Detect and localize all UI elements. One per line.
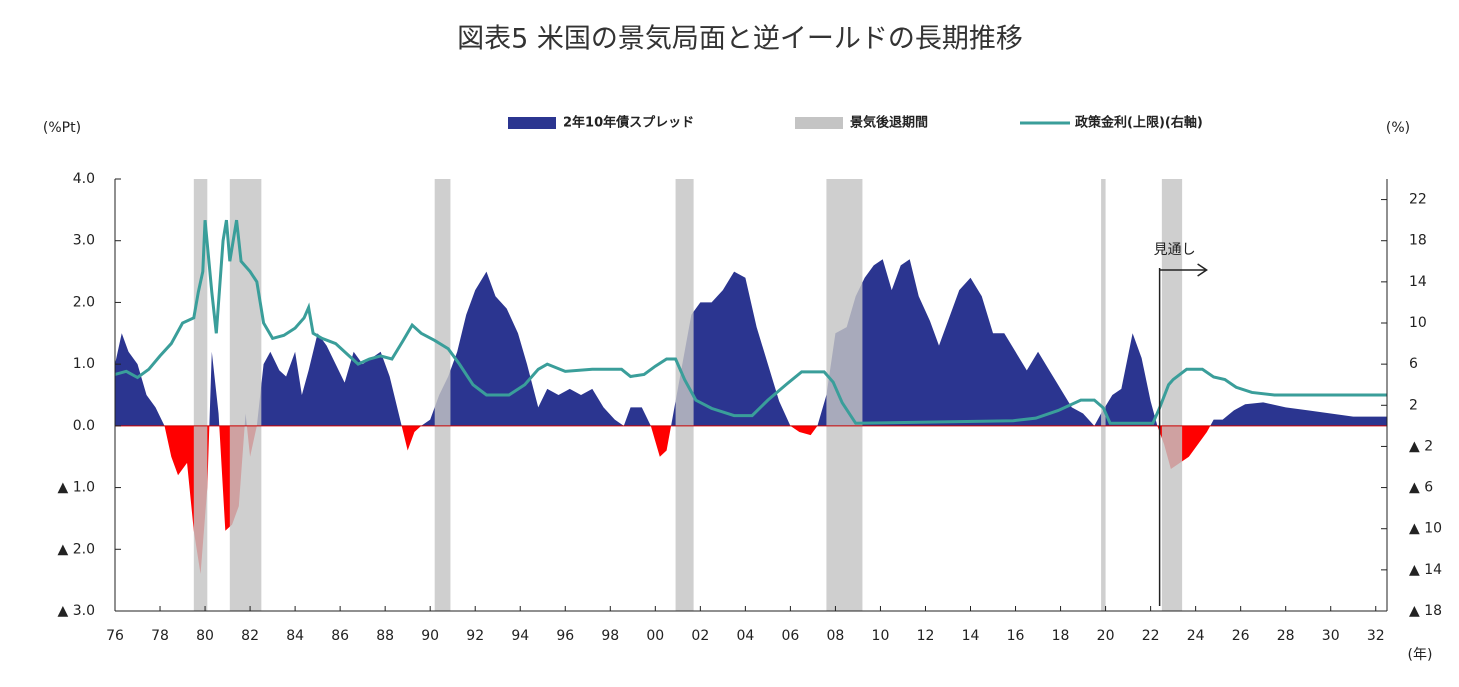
x-tick-label: 82 xyxy=(241,628,259,644)
y-tick-label: 1.0 xyxy=(73,356,95,372)
y2-tick-label: 22 xyxy=(1409,192,1427,208)
x-tick-label: 98 xyxy=(601,628,619,644)
y-tick-label: 0.0 xyxy=(73,418,95,434)
x-tick-label: 90 xyxy=(421,628,439,644)
x-tick-label: 30 xyxy=(1322,628,1340,644)
x-tick-label: 16 xyxy=(1007,628,1025,644)
y2-tick-label: ▲ 6 xyxy=(1409,480,1433,496)
x-axis-unit: (年) xyxy=(1408,647,1433,663)
recession-band xyxy=(1101,179,1106,611)
legend-label: 景気後退期間 xyxy=(850,115,928,131)
y-axis-unit: (%Pt) xyxy=(43,120,81,136)
plot-area xyxy=(115,179,1387,611)
x-tick-label: 86 xyxy=(331,628,349,644)
y-tick-label: 3.0 xyxy=(73,233,95,249)
x-tick-label: 88 xyxy=(376,628,394,644)
recession-band xyxy=(229,179,262,611)
y-tick-label: 2.0 xyxy=(73,294,95,310)
y2-tick-label: 6 xyxy=(1409,356,1418,372)
x-tick-label: 14 xyxy=(962,628,980,644)
recession-band xyxy=(193,179,208,611)
x-tick-label: 20 xyxy=(1097,628,1115,644)
legend-swatch xyxy=(795,117,843,129)
legend-swatch xyxy=(508,117,556,129)
x-tick-label: 02 xyxy=(691,628,709,644)
policy-rate-line xyxy=(115,219,1387,425)
x-tick-label: 92 xyxy=(466,628,484,644)
y-tick-label: ▲ 1.0 xyxy=(58,480,95,496)
x-tick-label: 78 xyxy=(151,628,169,644)
legend-label: 2年10年債スプレッド xyxy=(563,115,694,131)
legend-label: 政策金利(上限)(右軸) xyxy=(1075,115,1203,131)
x-tick-label: 80 xyxy=(196,628,214,644)
y2-tick-label: ▲ 14 xyxy=(1409,562,1442,578)
x-tick-label: 12 xyxy=(917,628,935,644)
y2-tick-label: 18 xyxy=(1409,233,1427,249)
chart-title: 図表5 米国の景気局面と逆イールドの長期推移 xyxy=(457,24,1023,55)
y-tick-label: ▲ 3.0 xyxy=(58,603,95,619)
x-tick-label: 84 xyxy=(286,628,304,644)
y2-tick-label: 14 xyxy=(1409,274,1427,290)
x-tick-label: 96 xyxy=(556,628,574,644)
recession-band xyxy=(1161,179,1183,611)
x-tick-label: 94 xyxy=(511,628,529,644)
y-tick-label: 4.0 xyxy=(73,171,95,187)
recession-band xyxy=(826,179,863,611)
annotation: 見通し xyxy=(1154,242,1196,258)
y2-tick-label: ▲ 2 xyxy=(1409,438,1433,454)
arrow-head xyxy=(1197,263,1208,277)
y-tick-label: ▲ 2.0 xyxy=(58,541,95,557)
y2-tick-label: ▲ 10 xyxy=(1409,521,1442,537)
y2-tick-label: 10 xyxy=(1409,315,1427,331)
x-tick-label: 76 xyxy=(106,628,124,644)
x-tick-label: 32 xyxy=(1367,628,1385,644)
x-tick-label: 10 xyxy=(872,628,890,644)
y2-axis-unit: (%) xyxy=(1386,120,1410,136)
y2-tick-label: 2 xyxy=(1409,397,1418,413)
x-tick-label: 00 xyxy=(646,628,664,644)
x-tick-label: 26 xyxy=(1232,628,1250,644)
y2-tick-label: ▲ 18 xyxy=(1409,603,1442,619)
x-tick-label: 04 xyxy=(736,628,754,644)
x-tick-label: 18 xyxy=(1052,628,1070,644)
x-tick-label: 06 xyxy=(781,628,799,644)
recession-band xyxy=(675,179,694,611)
x-tick-label: 22 xyxy=(1142,628,1160,644)
recession-band xyxy=(434,179,451,611)
x-tick-label: 24 xyxy=(1187,628,1205,644)
x-tick-label: 08 xyxy=(827,628,845,644)
x-tick-label: 28 xyxy=(1277,628,1295,644)
